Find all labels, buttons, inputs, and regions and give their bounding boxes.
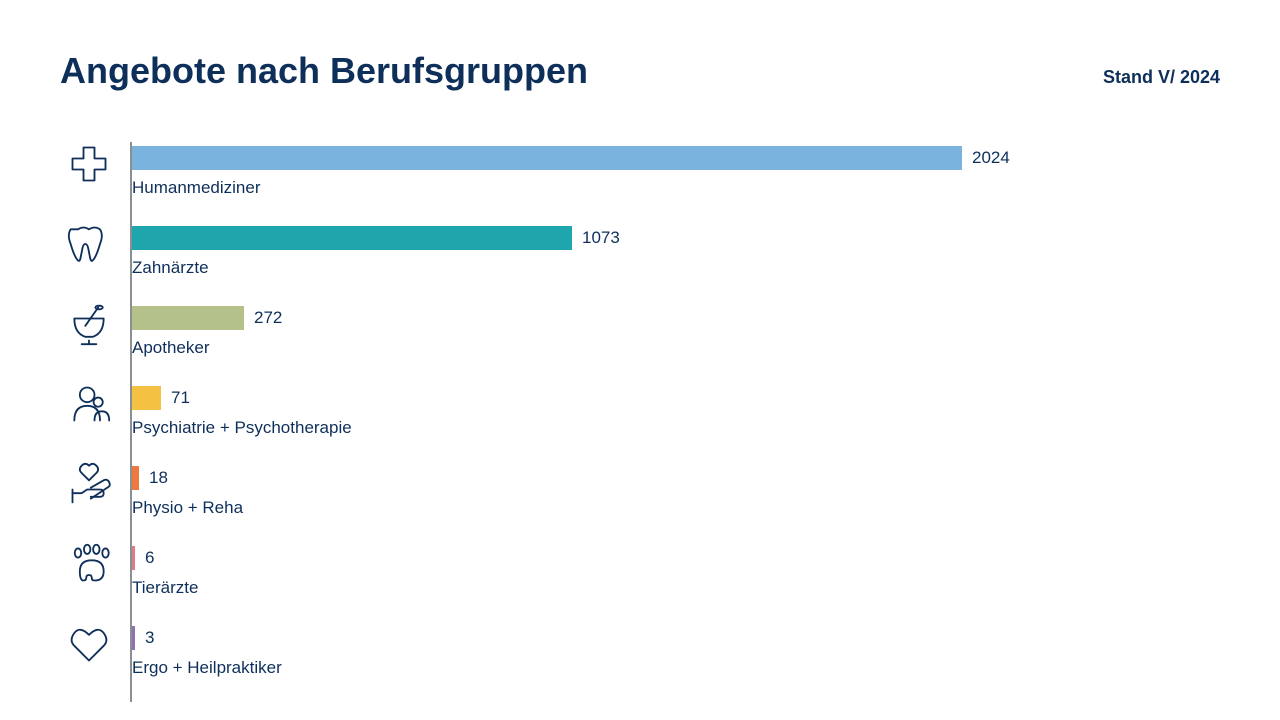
bar-cell: 2024 Humanmediziner: [118, 142, 1160, 198]
chart-row: 3 Ergo + Heilpraktiker: [60, 622, 1160, 702]
bar-cell: 71 Psychiatrie + Psychotherapie: [118, 382, 1160, 438]
page-title: Angebote nach Berufsgruppen: [60, 50, 588, 92]
chart-row: 6 Tierärzte: [60, 542, 1160, 622]
bar-cell: 18 Physio + Reha: [118, 462, 1160, 518]
category-label: Ergo + Heilpraktiker: [132, 658, 1160, 678]
chart-row: 18 Physio + Reha: [60, 462, 1160, 542]
chart-row: 1073 Zahnärzte: [60, 222, 1160, 302]
y-axis: [130, 142, 132, 702]
value-label: 272: [254, 308, 282, 328]
bar-wrap: 272: [132, 302, 1160, 334]
chart-row: 272 Apotheker: [60, 302, 1160, 382]
plus-cross-icon: [60, 142, 118, 186]
header: Angebote nach Berufsgruppen Stand V/ 202…: [60, 50, 1220, 92]
bar-wrap: 3: [132, 622, 1160, 654]
category-label: Psychiatrie + Psychotherapie: [132, 418, 1160, 438]
chart-row: 2024 Humanmediziner: [60, 142, 1160, 222]
bar-cell: 3 Ergo + Heilpraktiker: [118, 622, 1160, 678]
category-label: Zahnärzte: [132, 258, 1160, 278]
value-label: 2024: [972, 148, 1010, 168]
bar-wrap: 1073: [132, 222, 1160, 254]
value-label: 1073: [582, 228, 620, 248]
category-label: Humanmediziner: [132, 178, 1160, 198]
bar: [132, 546, 135, 570]
heart-icon: [60, 622, 118, 666]
chart-row: 71 Psychiatrie + Psychotherapie: [60, 382, 1160, 462]
bar: [132, 146, 962, 170]
mortar-icon: [60, 302, 118, 346]
value-label: 18: [149, 468, 168, 488]
bar-wrap: 18: [132, 462, 1160, 494]
bar: [132, 626, 135, 650]
paw-icon: [60, 542, 118, 586]
bar-wrap: 6: [132, 542, 1160, 574]
bar: [132, 226, 572, 250]
bar-wrap: 71: [132, 382, 1160, 414]
bar-cell: 272 Apotheker: [118, 302, 1160, 358]
bar: [132, 386, 161, 410]
category-label: Tierärzte: [132, 578, 1160, 598]
bar-wrap: 2024: [132, 142, 1160, 174]
bar: [132, 466, 139, 490]
bar-cell: 6 Tierärzte: [118, 542, 1160, 598]
category-label: Physio + Reha: [132, 498, 1160, 518]
bar-cell: 1073 Zahnärzte: [118, 222, 1160, 278]
value-label: 6: [145, 548, 154, 568]
status-label: Stand V/ 2024: [1103, 67, 1220, 88]
tooth-icon: [60, 222, 118, 266]
bar: [132, 306, 244, 330]
bar-chart: 2024 Humanmediziner 1073 Zahnärzte 272 Apothe…: [60, 142, 1160, 702]
people-icon: [60, 382, 118, 426]
value-label: 71: [171, 388, 190, 408]
hand-heart-icon: [60, 462, 118, 506]
value-label: 3: [145, 628, 154, 648]
category-label: Apotheker: [132, 338, 1160, 358]
